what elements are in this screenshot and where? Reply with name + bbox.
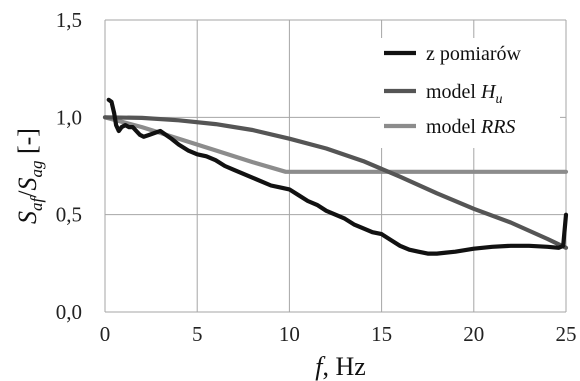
y-label-sub1: af <box>27 196 46 212</box>
y-label-sub2: ag <box>27 161 46 178</box>
x-tick-label: 5 <box>192 322 203 346</box>
x-tick-label: 20 <box>463 322 484 346</box>
y-label-s2: S <box>13 178 42 191</box>
x-tick-label: 0 <box>100 322 111 346</box>
legend-label-italic: RRS <box>480 116 515 138</box>
x-tick-label: 25 <box>556 322 577 346</box>
legend-label-sub: u <box>495 92 502 107</box>
legend-label-text: z pomiarów <box>426 43 522 65</box>
y-tick-label: 1,5 <box>56 8 82 32</box>
legend-label-text: model <box>426 81 481 103</box>
series-line-0 <box>106 97 569 256</box>
y-label-unit: [-] <box>13 128 42 160</box>
x-label-unit: , Hz <box>322 352 365 381</box>
y-label-s1: S <box>13 211 42 224</box>
series-layer <box>102 97 569 256</box>
legend-label-text: model <box>426 116 481 138</box>
y-tick-label: 1,0 <box>56 105 82 129</box>
x-label-var: f <box>315 352 326 381</box>
y-axis-label: Saf/Sag [-] <box>13 128 46 224</box>
x-tick-label: 10 <box>279 322 300 346</box>
tick-labels: 0,0 0,5 1,0 1,5 0 5 10 15 20 25 <box>56 8 577 346</box>
y-label-slash: / <box>13 190 42 198</box>
series-line-1 <box>102 115 569 250</box>
y-tick-label: 0,0 <box>56 300 82 324</box>
x-tick-label: 15 <box>371 322 392 346</box>
y-tick-label: 0,5 <box>56 203 82 227</box>
series-line-2 <box>102 115 569 174</box>
legend-label: model RRS <box>426 116 515 138</box>
legend-label: model Hu <box>426 81 502 107</box>
legend-label: z pomiarów <box>426 43 522 65</box>
legend-label-italic: H <box>480 81 497 103</box>
x-axis-label: f, Hz <box>315 352 366 381</box>
